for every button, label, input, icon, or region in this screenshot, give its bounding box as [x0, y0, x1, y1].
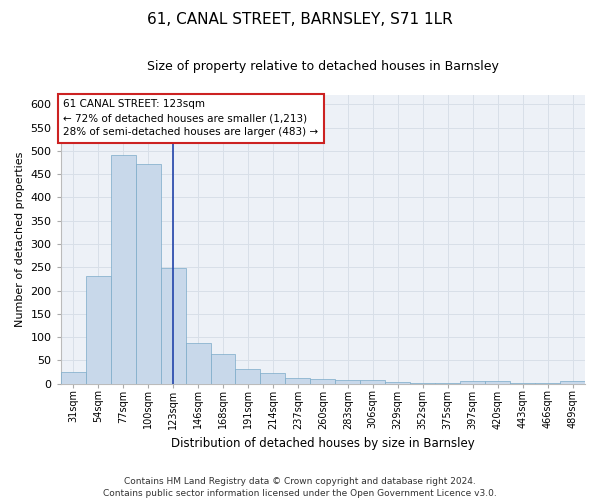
Bar: [211, 354, 235, 384]
Bar: [260, 373, 286, 384]
Bar: [161, 268, 185, 384]
Text: 61 CANAL STREET: 123sqm
← 72% of detached houses are smaller (1,213)
28% of semi: 61 CANAL STREET: 123sqm ← 72% of detache…: [64, 100, 319, 138]
Bar: [335, 380, 361, 384]
Text: Contains HM Land Registry data © Crown copyright and database right 2024.
Contai: Contains HM Land Registry data © Crown c…: [103, 476, 497, 498]
Text: 61, CANAL STREET, BARNSLEY, S71 1LR: 61, CANAL STREET, BARNSLEY, S71 1LR: [147, 12, 453, 28]
X-axis label: Distribution of detached houses by size in Barnsley: Distribution of detached houses by size …: [171, 437, 475, 450]
Bar: [235, 370, 260, 384]
Bar: [286, 378, 310, 384]
Bar: [560, 382, 585, 384]
Bar: [385, 382, 410, 384]
Bar: [485, 381, 510, 384]
Bar: [86, 276, 110, 384]
Bar: [136, 164, 161, 384]
Bar: [110, 155, 136, 384]
Bar: [61, 372, 86, 384]
Bar: [361, 380, 385, 384]
Bar: [460, 381, 485, 384]
Bar: [185, 343, 211, 384]
Y-axis label: Number of detached properties: Number of detached properties: [15, 152, 25, 327]
Bar: [310, 378, 335, 384]
Title: Size of property relative to detached houses in Barnsley: Size of property relative to detached ho…: [147, 60, 499, 73]
